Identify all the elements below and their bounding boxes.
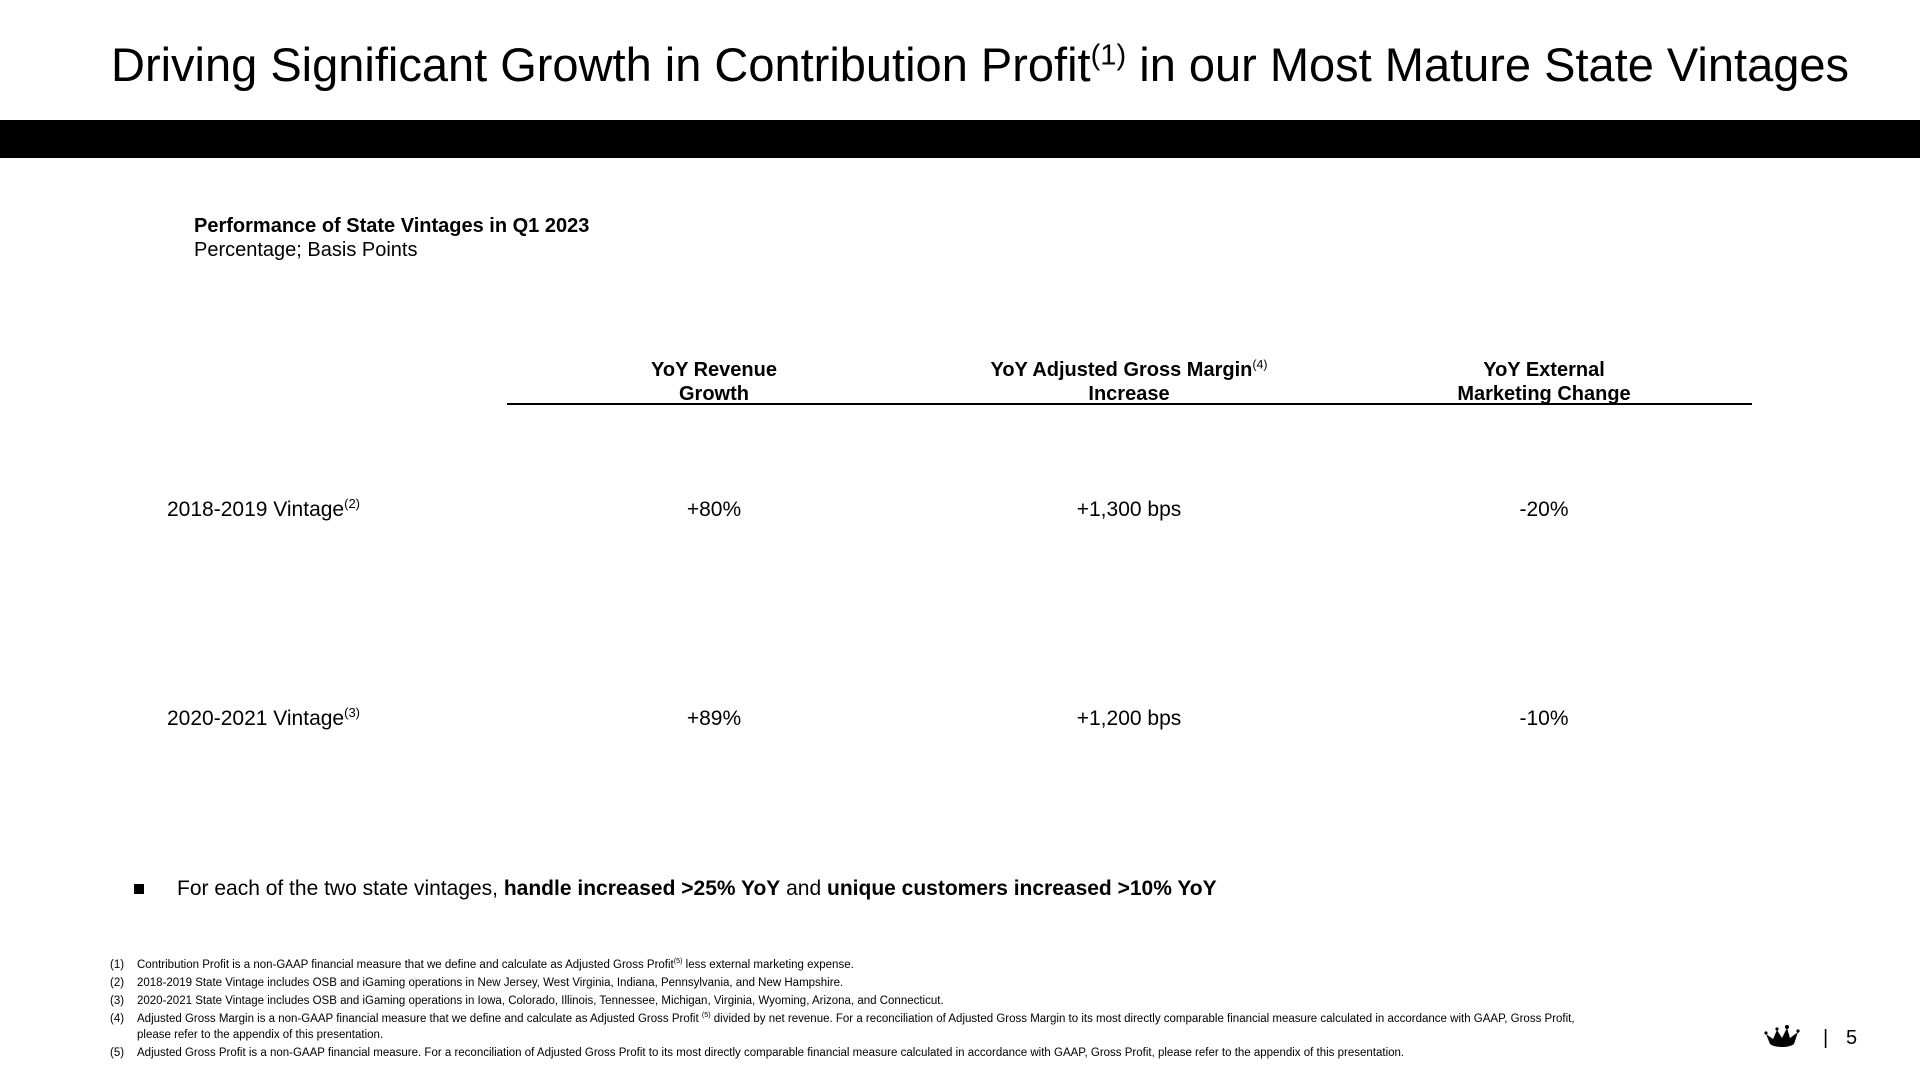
crown-logo-icon: [1764, 1025, 1800, 1047]
footnote-item: (1) Contribution Profit is a non-GAAP fi…: [110, 957, 854, 971]
table-units: Percentage; Basis Points: [194, 239, 418, 261]
page-number: 5: [1846, 1027, 1858, 1049]
column-header-marketing-change: YoY External Marketing Change: [1457, 359, 1631, 405]
row-label-2020-2021: 2020-2021 Vintage(3): [167, 705, 361, 730]
column-header-revenue-growth: YoY Revenue Growth: [651, 359, 777, 405]
footnotes: (1) Contribution Profit is a non-GAAP fi…: [110, 956, 1710, 1062]
page-separator: |: [1823, 1027, 1829, 1049]
header-underline: [507, 403, 1752, 405]
bullet-square-icon: [134, 884, 144, 894]
table-cell: +80%: [686, 498, 742, 521]
column-footnote-ref: (4): [1252, 357, 1268, 372]
footnote-item: (3) 2020-2021 State Vintage includes OSB…: [110, 995, 944, 1007]
footnote-item: (5) Adjusted Gross Profit is a non-GAAP …: [110, 1047, 1405, 1059]
row-label-2018-2019: 2018-2019 Vintage(2): [167, 496, 361, 521]
bullet-text: For each of the two state vintages, hand…: [177, 877, 1217, 900]
footnote-item: (2) 2018-2019 State Vintage includes OSB…: [110, 977, 844, 989]
table-cell: +89%: [686, 707, 742, 730]
slide-title: Driving Significant Growth in Contributi…: [111, 38, 1849, 91]
column-header-gross-margin: YoY Adjusted Gross Margin(4) Increase: [990, 357, 1268, 405]
header-bar: [0, 120, 1920, 158]
table-cell: +1,200 bps: [1076, 707, 1182, 730]
chart-subheading: Performance of State Vintages in Q1 2023…: [194, 214, 589, 262]
table-title: Performance of State Vintages in Q1 2023: [194, 215, 590, 237]
table-cell: +1,300 bps: [1076, 498, 1182, 521]
title-footnote-ref: (1): [1090, 39, 1127, 72]
table-cell: -20%: [1519, 498, 1569, 521]
table-cell: -10%: [1519, 707, 1569, 730]
footnote-item: (4) Adjusted Gross Margin is a non-GAAP …: [110, 1011, 1575, 1041]
